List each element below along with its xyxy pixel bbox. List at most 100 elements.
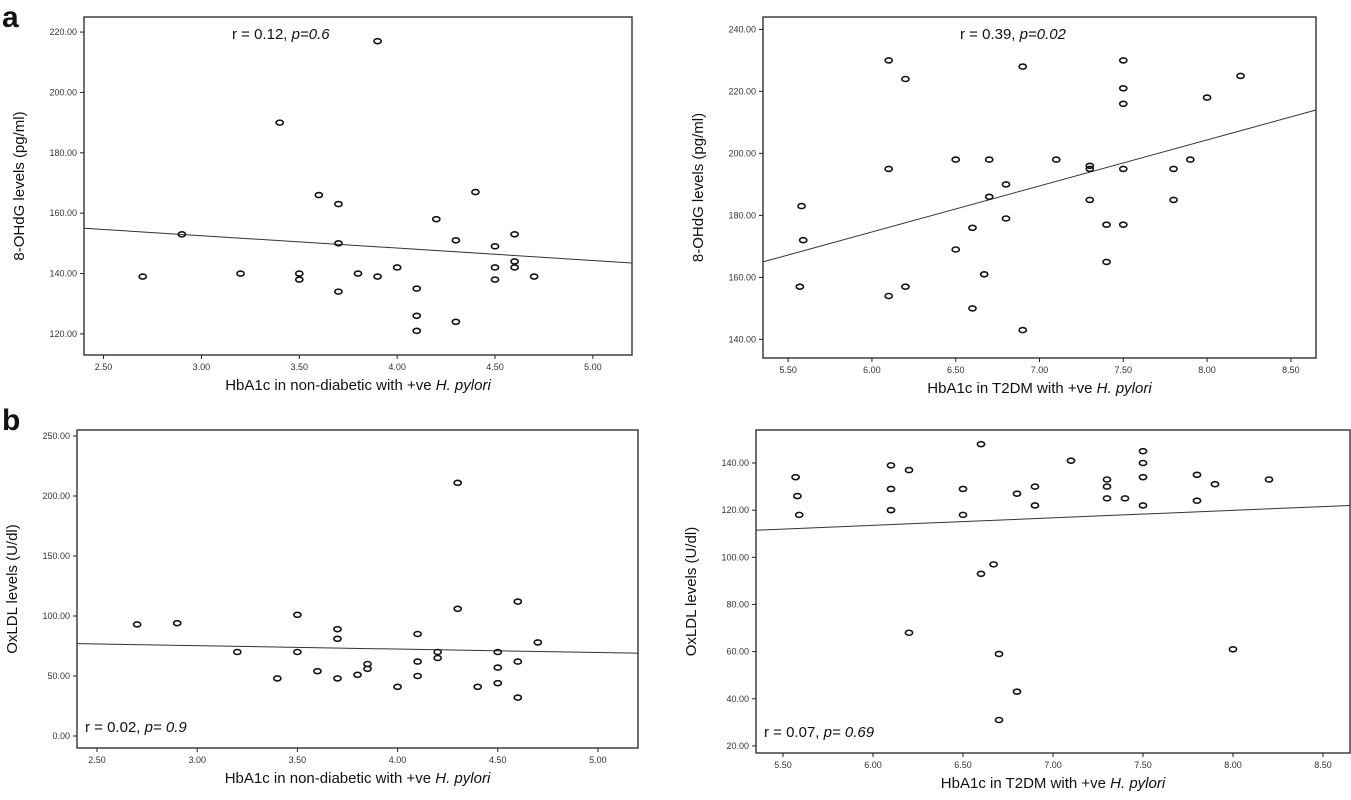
chart-4-data-point	[1012, 490, 1022, 497]
chart-3-data-point	[292, 611, 302, 619]
chart-1-x-tick-label: 4.00	[388, 362, 406, 372]
chart-4-y-tick-label: 120.00	[721, 505, 749, 515]
chart-2-data-point	[1169, 165, 1178, 173]
chart-2-data-point	[984, 156, 994, 163]
chart-2-data-point	[968, 305, 977, 312]
chart-2-data-point	[795, 283, 805, 291]
chart-4-plot-frame	[755, 429, 1351, 754]
chart-2-data-point	[1236, 72, 1245, 80]
chart-4-fit-line	[755, 504, 1351, 531]
chart-3-data-point	[292, 648, 302, 656]
chart-4-data-point	[886, 485, 896, 493]
chart-3-plot-frame	[76, 429, 639, 749]
chart-1-y-tick-label: 120.00	[49, 329, 77, 339]
chart-2-data-point	[984, 193, 994, 201]
chart-2-data-point	[901, 283, 910, 291]
chart-1-data-point	[490, 243, 500, 250]
chart-2-correlation-annotation: r = 0.39, p=0.02	[960, 26, 1067, 43]
chart-2-y-tick-label: 180.00	[728, 210, 756, 220]
chart-4-data-point	[958, 485, 968, 493]
chart-3-correlation-annotation: r = 0.02, p= 0.9	[85, 719, 187, 736]
chart-1-data-point	[236, 270, 245, 277]
chart-4-y-tick-label: 100.00	[721, 552, 749, 562]
chart-2-data-point	[1102, 258, 1111, 266]
chart-3-data-point	[513, 598, 523, 605]
chart-2-data-point	[951, 246, 961, 253]
chart-2-x-tick-label: 8.00	[1198, 365, 1216, 375]
chart-2-x-tick-label: 8.50	[1282, 365, 1300, 375]
chart-2-y-axis-label: 8-OHdG levels (pg/ml)	[690, 113, 707, 262]
chart-2-x-tick-label: 5.50	[779, 365, 797, 375]
chart-1-data-point	[353, 270, 363, 277]
chart-1-data-point	[294, 276, 304, 283]
chart-4-data-point	[1120, 495, 1130, 502]
chart-4-x-tick-label: 6.50	[954, 760, 972, 770]
chart-4-data-point	[958, 511, 968, 519]
chart-1-data-point	[431, 215, 441, 223]
chart-2-data-point	[951, 156, 961, 163]
chart-4-data-point	[994, 650, 1004, 658]
chart-1-data-point	[471, 188, 480, 196]
chart-2-x-tick-label: 6.50	[947, 365, 965, 375]
chart-3-y-tick-label: 50.00	[47, 671, 70, 681]
chart-3-data-point	[313, 667, 322, 675]
chart-4-data-point	[1102, 495, 1112, 502]
chart-3-x-tick-label: 2.50	[88, 755, 106, 765]
chart-4-x-tick-label: 8.00	[1224, 760, 1242, 770]
chart-1-data-point	[138, 273, 148, 280]
chart-4-x-tick-label: 8.50	[1314, 760, 1332, 770]
chart-2-data-point	[884, 292, 894, 300]
chart-3-y-tick-label: 100.00	[42, 611, 70, 621]
chart-3-data-point	[453, 605, 463, 613]
chart-4-data-point	[994, 716, 1004, 724]
chart-3-x-tick-label: 3.00	[188, 755, 206, 765]
chart-2-data-point	[1118, 85, 1128, 92]
chart-3-data-point	[533, 639, 543, 646]
chart-1-x-tick-label: 5.00	[584, 362, 602, 372]
chart-2-x-tick-label: 7.00	[1031, 365, 1049, 375]
chart-2-x-axis-label: HbA1c in T2DM with +ve H. pylori	[927, 380, 1152, 397]
chart-3-fit-line	[76, 643, 639, 654]
chart-2-data-point	[1085, 165, 1095, 173]
chart-3-x-tick-label: 4.50	[489, 755, 507, 765]
chart-4-y-tick-label: 140.00	[721, 458, 749, 468]
chart-4-y-tick-label: 20.00	[726, 741, 749, 751]
chart-4-data-point	[1012, 688, 1022, 696]
chart-4-x-axis-label: HbA1c in T2DM with +ve H. pylori	[941, 775, 1166, 792]
chart-1-plot-frame	[83, 16, 633, 356]
chart-3-x-tick-label: 3.50	[289, 755, 307, 765]
chart-3-data-point	[232, 648, 242, 656]
chart-3-y-tick-label: 200.00	[42, 491, 70, 501]
chart-3-data-point	[473, 683, 483, 691]
chart-2-data-point	[1185, 156, 1195, 163]
chart-1-data-point	[412, 327, 422, 335]
chart-4-data-point	[1102, 476, 1112, 483]
chart-4-data-point	[1066, 457, 1076, 464]
chart-3-data-point	[493, 664, 503, 671]
chart-3-data-point	[333, 625, 342, 633]
chart-1-y-axis-label: 8-OHdG levels (pg/ml)	[11, 111, 28, 260]
chart-3-data-point	[453, 479, 463, 487]
chart-4-correlation-annotation: r = 0.07, p= 0.69	[764, 724, 875, 741]
chart-2-data-point	[1001, 181, 1011, 188]
chart-3-x-tick-label: 4.00	[389, 755, 407, 765]
chart-2-data-point	[1018, 326, 1028, 334]
chart-4-data-point	[1102, 483, 1112, 490]
chart-4-data-point	[1030, 483, 1040, 490]
chart-4-data-point	[976, 440, 986, 448]
chart-1-y-tick-label: 160.00	[49, 208, 77, 218]
chart-4-data-point	[794, 511, 804, 519]
chart-2-y-tick-label: 160.00	[728, 272, 756, 282]
panel-label-a: a	[2, 1, 19, 34]
chart-4-data-point	[793, 492, 802, 500]
chart-3-data-point	[493, 679, 503, 687]
chart-2-data-point	[797, 202, 806, 210]
chart-4-data-point	[989, 561, 998, 568]
chart-1-fit-line	[83, 227, 633, 264]
chart-4-x-tick-label: 7.50	[1134, 760, 1152, 770]
chart-3-y-tick-label: 150.00	[42, 551, 70, 561]
chart-1-y-tick-label: 140.00	[49, 269, 77, 279]
chart-2-y-tick-label: 220.00	[728, 86, 756, 96]
chart-1-x-axis-label: HbA1c in non-diabetic with +ve H. pylori	[225, 377, 491, 394]
chart-3-data-point	[413, 630, 423, 638]
